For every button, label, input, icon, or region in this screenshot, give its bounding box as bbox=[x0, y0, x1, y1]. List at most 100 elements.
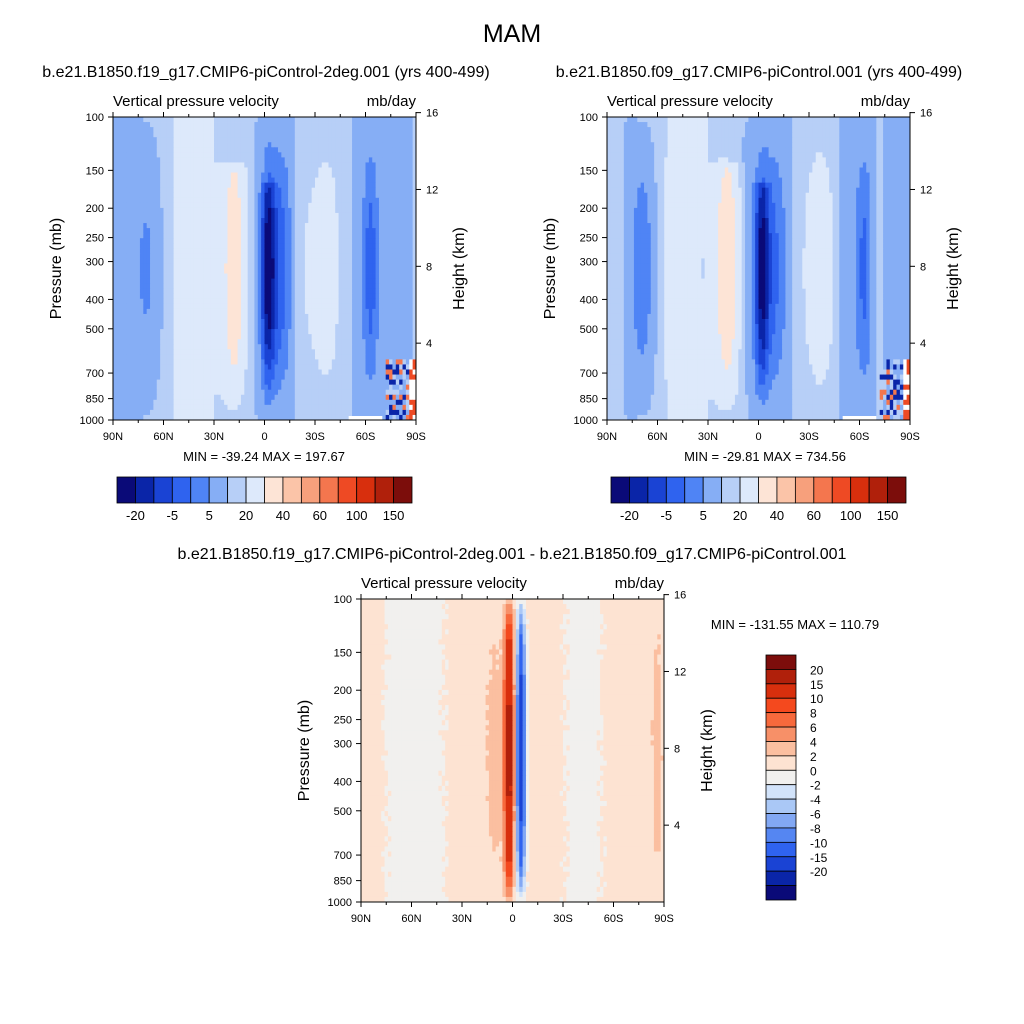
field-cell bbox=[183, 344, 188, 350]
field-cell bbox=[133, 263, 137, 269]
field-cell bbox=[150, 127, 154, 133]
field-cell bbox=[399, 329, 403, 335]
field-cell bbox=[378, 339, 383, 345]
field-cell bbox=[176, 369, 181, 375]
field-cell bbox=[257, 329, 262, 335]
field-cell bbox=[261, 137, 265, 143]
field-cell bbox=[247, 167, 252, 173]
field-cell bbox=[237, 132, 242, 138]
field-cell bbox=[311, 228, 316, 234]
field-cell bbox=[335, 303, 339, 310]
field-cell bbox=[227, 147, 232, 153]
field-cell bbox=[331, 268, 336, 274]
field-cell bbox=[358, 187, 363, 194]
field-cell bbox=[345, 268, 350, 274]
field-cell bbox=[230, 308, 235, 315]
field-cell bbox=[126, 157, 131, 163]
field-cell bbox=[378, 298, 383, 305]
field-cell bbox=[355, 273, 360, 279]
field-cell bbox=[203, 197, 208, 204]
field-cell bbox=[335, 152, 339, 158]
field-cell bbox=[375, 223, 380, 229]
field-cell bbox=[291, 283, 296, 290]
field-cell bbox=[385, 359, 390, 365]
field-cell bbox=[264, 268, 269, 274]
field-cell bbox=[409, 349, 414, 355]
field-cell bbox=[288, 258, 292, 264]
field-cell bbox=[240, 374, 245, 380]
field-cell bbox=[160, 248, 164, 254]
field-cell bbox=[261, 288, 265, 295]
field-cell bbox=[318, 339, 323, 345]
field-cell bbox=[261, 223, 265, 229]
field-cell bbox=[291, 182, 296, 189]
field-cell bbox=[207, 354, 212, 360]
field-cell bbox=[372, 288, 376, 295]
field-cell bbox=[348, 364, 353, 370]
field-cell bbox=[288, 142, 292, 148]
field-cell bbox=[399, 238, 403, 244]
field-cell bbox=[187, 177, 191, 184]
field-cell bbox=[237, 152, 242, 158]
field-cell bbox=[234, 344, 238, 350]
field-cell bbox=[170, 303, 174, 310]
panel-model1: b.e21.B1850.f19_g17.CMIP6-piControl-2deg… bbox=[42, 64, 489, 523]
field-cell bbox=[224, 132, 228, 138]
field-cell bbox=[176, 177, 181, 184]
field-cell bbox=[156, 288, 161, 295]
field-cell bbox=[352, 384, 356, 391]
field-cell bbox=[325, 354, 329, 360]
field-cell bbox=[325, 152, 329, 158]
field-cell bbox=[284, 212, 289, 219]
field-cell bbox=[352, 197, 356, 204]
field-cell bbox=[412, 263, 417, 269]
field-cell bbox=[113, 384, 117, 391]
field-cell bbox=[375, 238, 380, 244]
field-cell bbox=[150, 157, 154, 163]
field-cell bbox=[129, 288, 134, 295]
field-cell bbox=[160, 298, 164, 305]
field-cell bbox=[214, 303, 218, 310]
field-cell bbox=[395, 142, 400, 148]
field-cell bbox=[230, 223, 235, 229]
field-cell bbox=[412, 192, 417, 199]
field-cell bbox=[277, 324, 282, 330]
field-cell bbox=[345, 349, 350, 355]
field-cell bbox=[210, 233, 215, 239]
field-cell bbox=[261, 238, 265, 244]
field-cell bbox=[321, 384, 326, 391]
field-cell bbox=[399, 202, 403, 209]
field-cell bbox=[187, 152, 191, 158]
field-cell bbox=[288, 122, 292, 128]
field-cell bbox=[119, 182, 124, 189]
field-cell bbox=[284, 182, 289, 189]
field-cell bbox=[335, 379, 339, 386]
field-cell bbox=[113, 172, 117, 178]
field-cell bbox=[412, 167, 417, 173]
field-cell bbox=[308, 298, 313, 305]
field-cell bbox=[207, 334, 212, 340]
field-cell bbox=[176, 147, 181, 153]
field-cell bbox=[113, 162, 117, 168]
field-cell bbox=[136, 248, 141, 254]
field-cell bbox=[237, 157, 242, 163]
field-cell bbox=[163, 329, 168, 335]
field-cell bbox=[126, 283, 131, 290]
field-cell bbox=[395, 197, 400, 204]
field-cell bbox=[294, 233, 299, 239]
field-cell bbox=[230, 389, 235, 396]
field-cell bbox=[291, 177, 296, 184]
field-cell bbox=[163, 324, 168, 330]
field-cell bbox=[247, 207, 252, 214]
field-cell bbox=[375, 228, 380, 234]
field-cell bbox=[210, 182, 215, 189]
field-cell bbox=[217, 187, 222, 194]
field-cell bbox=[298, 238, 302, 244]
field-cell bbox=[267, 132, 272, 138]
field-cell bbox=[187, 303, 191, 310]
field-cell bbox=[214, 172, 218, 178]
field-cell bbox=[409, 233, 414, 239]
field-cell bbox=[224, 212, 228, 219]
field-cell bbox=[176, 263, 181, 269]
field-cell bbox=[261, 344, 265, 350]
